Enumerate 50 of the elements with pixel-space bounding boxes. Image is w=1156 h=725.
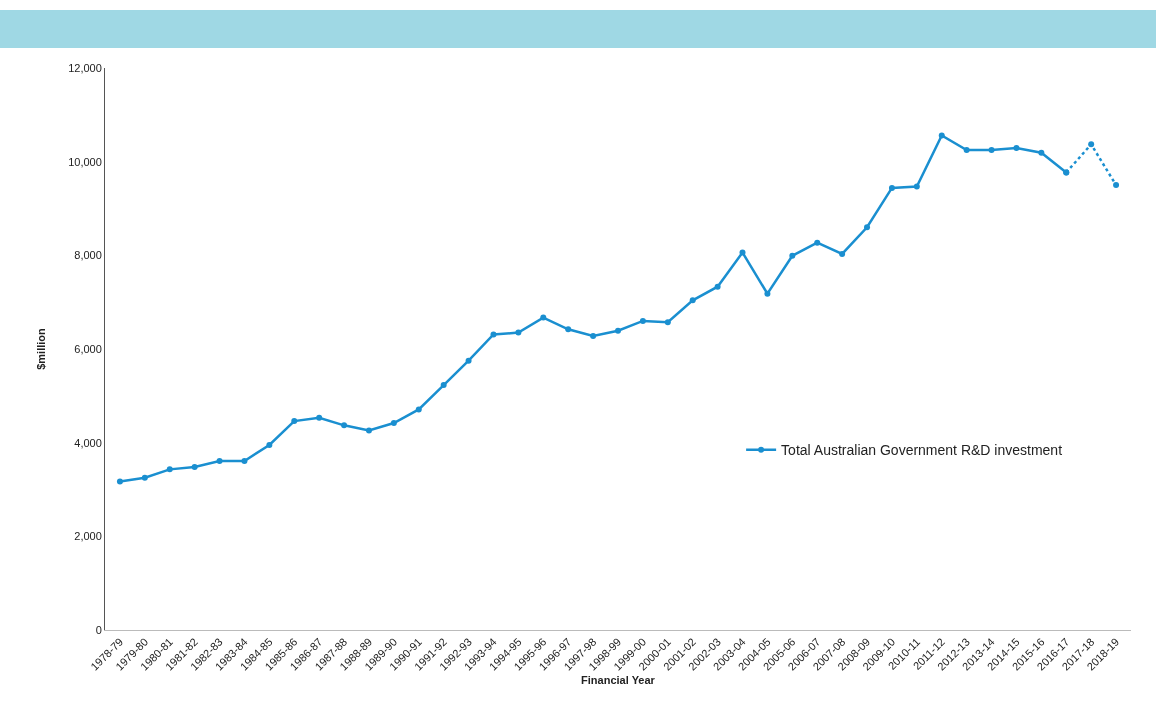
point [191, 464, 198, 471]
y-tick-label: 8,000 [74, 249, 102, 262]
point [540, 314, 547, 321]
x-axis-title: Financial Year [581, 673, 656, 686]
point [938, 132, 945, 139]
point [963, 146, 970, 153]
point [341, 422, 348, 429]
point [888, 184, 895, 191]
point [664, 319, 671, 326]
point [415, 406, 422, 413]
legend-label: Total Australian Government R&D investment [781, 442, 1063, 459]
y-tick-label: 12,000 [68, 61, 102, 74]
y-tick-label: 0 [95, 623, 102, 636]
point [689, 297, 696, 304]
point [764, 290, 771, 297]
point [291, 418, 298, 425]
point [639, 317, 646, 324]
y-tick-label: 2,000 [74, 530, 102, 543]
point [839, 250, 846, 257]
point [789, 252, 796, 259]
point [714, 283, 721, 290]
point [739, 249, 746, 256]
point [166, 466, 173, 473]
point [390, 420, 397, 426]
point [515, 329, 522, 336]
point [440, 382, 447, 389]
y-tick-label: 10,000 [68, 155, 102, 168]
point [241, 457, 248, 464]
y-axis-title: $million [34, 327, 47, 370]
point [365, 427, 372, 434]
point [141, 474, 148, 481]
point [316, 414, 323, 421]
point [814, 239, 821, 246]
point [590, 332, 597, 339]
point [864, 224, 871, 231]
y-tick-label: 6,000 [74, 342, 102, 355]
point [988, 146, 995, 153]
point [615, 327, 621, 334]
y-tick-label: 4,000 [74, 436, 102, 449]
point [266, 442, 273, 449]
point [913, 183, 920, 190]
point [565, 326, 572, 333]
point [116, 478, 123, 485]
point [1013, 145, 1020, 152]
point [1038, 149, 1045, 156]
point [490, 331, 497, 338]
point [216, 457, 223, 464]
point [1113, 182, 1120, 189]
point [465, 357, 472, 364]
point [1088, 141, 1095, 148]
